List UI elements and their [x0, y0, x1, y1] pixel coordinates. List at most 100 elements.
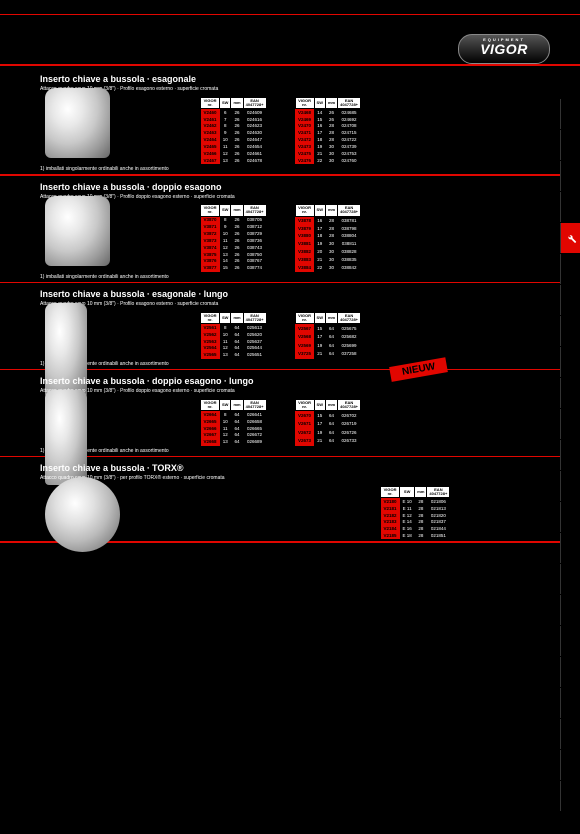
section-divider	[0, 282, 580, 284]
side-tab-13[interactable]	[560, 502, 580, 532]
table-header: SW	[314, 399, 325, 411]
spec-cell: 19	[314, 429, 325, 438]
side-tab-15[interactable]	[560, 564, 580, 594]
side-tab-4[interactable]	[560, 223, 580, 253]
part-number-cell: V2670	[295, 411, 314, 420]
section-title: Inserto chiave a bussola ∙ doppio esagon…	[0, 178, 580, 194]
part-number-cell: V2565	[201, 352, 220, 359]
spec-cell: 024715	[338, 130, 361, 137]
spec-cell: 024647	[243, 137, 266, 144]
spec-cell: 28	[415, 526, 427, 533]
table-row: V2463926024630	[201, 130, 267, 137]
spec-cell: 038736	[243, 237, 266, 244]
spec-table: VIGORnr.SWmmEAN4047728+V2460626024609V24…	[200, 97, 267, 165]
spec-cell: 64	[325, 437, 337, 446]
section-divider	[0, 456, 580, 458]
spec-cell: 10	[220, 331, 231, 338]
table-row: V2460626024609	[201, 109, 267, 116]
part-number-cell: V3875	[201, 251, 220, 258]
table-header: mm	[415, 486, 427, 498]
table-header: EAN4047728+	[243, 97, 266, 109]
part-number-cell: V2185	[381, 533, 400, 540]
side-tab-14[interactable]	[560, 533, 580, 563]
part-number-cell: V2671	[295, 420, 314, 429]
side-tab-22[interactable]	[560, 781, 580, 811]
spec-table: VIGORnr.SWmmEAN4047728+V2180E 1028021806…	[380, 486, 450, 540]
spec-cell: 30	[325, 256, 337, 264]
spec-cell: 28	[325, 137, 337, 144]
spec-cell: 024678	[243, 157, 266, 164]
spec-cell: 12	[220, 150, 231, 157]
part-number-cell: V2462	[201, 123, 220, 130]
spec-cell: 26	[231, 224, 243, 231]
spec-cell: 024753	[338, 150, 361, 157]
side-tab-0[interactable]	[560, 99, 580, 129]
spec-cell: 14	[314, 109, 325, 116]
side-tab-2[interactable]	[560, 161, 580, 191]
table-header: SW	[220, 399, 231, 411]
spec-cell: E 12	[400, 512, 415, 519]
table-header: mm	[325, 97, 337, 109]
spec-cell: 021806	[427, 498, 450, 505]
part-number-cell: V2561	[201, 324, 220, 331]
spec-cell: 28	[415, 505, 427, 512]
table-row: V37252164037258	[295, 350, 361, 359]
spec-cell: 26	[231, 144, 243, 151]
part-number-cell: V2664	[201, 411, 220, 418]
side-tab-10[interactable]	[560, 409, 580, 439]
table-header: VIGORnr.	[201, 399, 220, 411]
side-tab-12[interactable]	[560, 471, 580, 501]
spec-cell: 17	[314, 225, 325, 233]
table-header: EAN4047728+	[338, 312, 361, 324]
part-number-cell: V3877	[201, 265, 220, 272]
spec-cell: 26	[231, 150, 243, 157]
table-header: VIGORnr.	[295, 399, 314, 411]
spec-cell: 038842	[338, 264, 361, 272]
part-number-cell: V2182	[381, 512, 400, 519]
spec-cell: 038729	[243, 231, 266, 238]
side-tab-1[interactable]	[560, 130, 580, 160]
side-tab-9[interactable]	[560, 378, 580, 408]
side-tab-7[interactable]	[560, 316, 580, 346]
side-tab-18[interactable]	[560, 657, 580, 687]
table-header: SW	[220, 205, 231, 217]
section-footnote: 1) imballati singolarmente ordinabili an…	[0, 361, 580, 367]
side-tab-8[interactable]	[560, 347, 580, 377]
spec-cell: 28	[325, 123, 337, 130]
side-tab-3[interactable]	[560, 192, 580, 222]
side-tab-11[interactable]	[560, 440, 580, 470]
part-number-cell: V2461	[201, 116, 220, 123]
side-tab-19[interactable]	[560, 688, 580, 718]
table-row: V38751326038750	[201, 251, 267, 258]
spec-cell: 15	[220, 265, 231, 272]
side-tab-20[interactable]	[560, 719, 580, 749]
part-number-cell: V2673	[295, 437, 314, 446]
spec-cell: 64	[231, 432, 243, 439]
spec-cell: 025682	[338, 333, 361, 342]
section-divider	[0, 174, 580, 176]
side-tab-6[interactable]	[560, 285, 580, 315]
table-row: V38741226038743	[201, 244, 267, 251]
side-tab-21[interactable]	[560, 750, 580, 780]
tables-row: VIGORnr.SWmmEAN4047728+V3870826038705V38…	[200, 204, 580, 272]
side-tab-5[interactable]	[560, 254, 580, 284]
product-section: Inserto chiave a bussola ∙ doppio esagon…	[0, 178, 580, 280]
tables-row: VIGORnr.SWmmEAN4047728+V2460626024609V24…	[200, 97, 580, 165]
spec-cell: 26	[231, 244, 243, 251]
spec-cell: 026733	[338, 437, 361, 446]
page-header: EQUIPMENT VIGOR	[0, 14, 580, 54]
spec-cell: 28	[415, 519, 427, 526]
table-header: mm	[231, 312, 243, 324]
part-number-cell: V2466	[201, 150, 220, 157]
side-tab-16[interactable]	[560, 595, 580, 625]
spec-cell: 26	[231, 251, 243, 258]
spec-cell: 025613	[243, 324, 266, 331]
side-tab-17[interactable]	[560, 626, 580, 656]
table-header: mm	[325, 312, 337, 324]
table-row: V25691964025699	[295, 342, 361, 351]
spec-cell: 026726	[338, 429, 361, 438]
part-number-cell: V3874	[201, 244, 220, 251]
product-image	[45, 88, 110, 158]
part-number-cell: V3879	[295, 225, 314, 233]
spec-cell: 024609	[243, 109, 266, 116]
